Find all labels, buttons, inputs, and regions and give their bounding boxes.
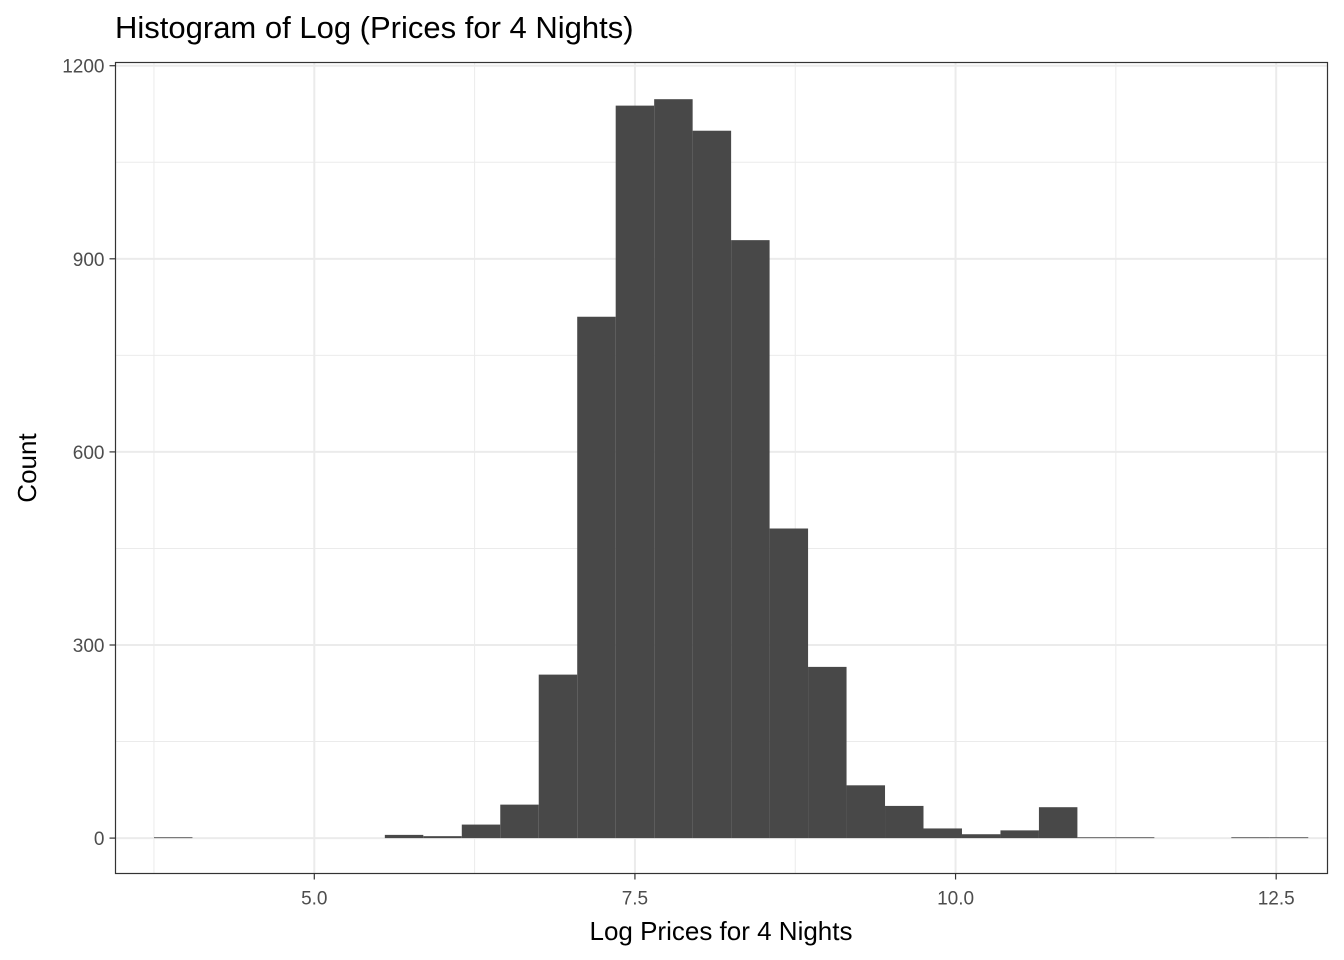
y-tick-label: 0 [94, 829, 105, 850]
y-tick-label: 900 [73, 250, 105, 271]
histogram-bar [692, 130, 732, 839]
y-tick-label: 300 [73, 636, 105, 657]
histogram-bar [577, 316, 616, 839]
panel-border [114, 61, 1329, 875]
histogram-bar [923, 828, 962, 839]
axis-ticks: 5.0 7.5 10.0 12.5 0 300 600 900 1200 [62, 57, 1294, 910]
histogram-bars [153, 99, 1309, 839]
histogram-bar [885, 805, 924, 839]
chart-title: Histogram of Log (Prices for 4 Nights) [115, 10, 634, 45]
x-tick-label: 5.0 [301, 889, 327, 910]
x-tick-label: 12.5 [1258, 889, 1295, 910]
histogram-bar [1000, 830, 1039, 839]
histogram-bar [808, 666, 847, 839]
histogram-bar [500, 804, 539, 839]
x-tick-label: 7.5 [622, 889, 648, 910]
x-axis-title: Log Prices for 4 Nights [589, 916, 852, 946]
histogram-bar [1269, 837, 1309, 839]
histogram-bar [1231, 837, 1270, 839]
histogram-bar [461, 824, 501, 839]
histogram-bar [961, 834, 1001, 839]
histogram-bar [423, 836, 462, 839]
histogram-bar [1038, 807, 1078, 839]
histogram-bar [846, 785, 886, 839]
y-axis-title: Count [12, 433, 42, 503]
histogram-bar [538, 674, 578, 839]
histogram-bar [731, 240, 770, 839]
histogram-bar [1077, 837, 1116, 839]
y-tick-label: 1200 [62, 57, 104, 78]
histogram-bar [769, 528, 809, 839]
histogram-bar [153, 837, 193, 839]
y-tick-label: 600 [73, 443, 105, 464]
histogram-bar [654, 99, 693, 839]
histogram-bar [1115, 837, 1155, 839]
histogram-bar [384, 834, 424, 839]
x-tick-label: 10.0 [937, 889, 974, 910]
histogram-bar [615, 105, 655, 839]
